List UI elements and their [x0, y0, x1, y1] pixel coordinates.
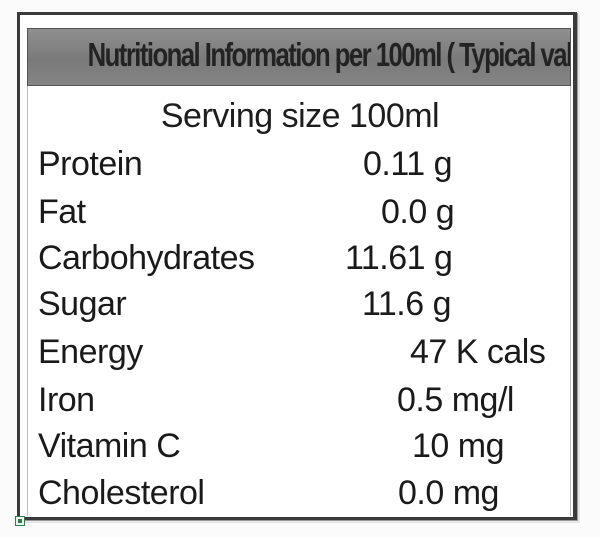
nutrient-name: Carbohydrates — [38, 239, 255, 277]
nutrient-value: 10 mg — [412, 427, 505, 465]
nutrition-panel — [27, 86, 571, 516]
nutrition-header-title: Nutritional Information per 100ml ( Typi… — [87, 36, 571, 73]
corner-marker-icon — [15, 516, 25, 526]
serving-size: Serving size 100ml — [160, 97, 440, 135]
nutrient-row-iron: Iron 0.5 mg/l — [20, 377, 580, 425]
nutrient-row-carbohydrates: Carbohydrates 11.61 g — [20, 235, 580, 283]
nutrient-name: Sugar — [38, 285, 127, 323]
nutrient-row-sugar: Sugar 11.6 g — [20, 281, 580, 329]
nutrient-row-energy: Energy 47 K cals — [20, 329, 580, 377]
nutrient-name: Protein — [38, 145, 143, 183]
nutrient-value: 0.0 g — [381, 193, 455, 231]
nutrition-label: Nutritional Information per 100ml ( Typi… — [17, 12, 577, 520]
nutrient-name: Energy — [38, 333, 143, 371]
nutrient-value: 11.61 g — [345, 239, 453, 277]
nutrient-value: 47 K cals — [410, 333, 546, 371]
nutrient-value: 0.11 g — [363, 145, 453, 183]
nutrient-row-vitamin-c: Vitamin C 10 mg — [20, 423, 580, 471]
nutrient-row-protein: Protein 0.11 g — [20, 141, 580, 189]
header-band: Nutritional Information per 100ml ( Typi… — [27, 28, 571, 86]
nutrient-value: 0.0 mg — [398, 474, 499, 512]
nutrient-name: Fat — [38, 193, 86, 231]
nutrient-name: Cholesterol — [38, 474, 205, 512]
nutrient-name: Iron — [38, 381, 95, 419]
nutrient-value: 0.5 mg/l — [397, 381, 514, 419]
nutrient-row-fat: Fat 0.0 g — [20, 189, 580, 237]
nutrient-row-cholesterol: Cholesterol 0.0 mg — [20, 470, 580, 518]
nutrient-name: Vitamin C — [38, 427, 181, 465]
nutrient-value: 11.6 g — [362, 285, 452, 323]
